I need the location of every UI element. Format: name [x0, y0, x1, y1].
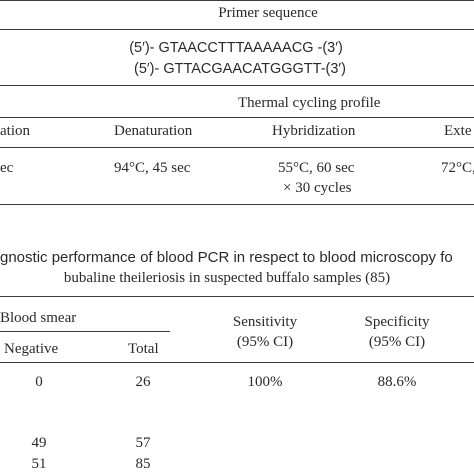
specificity-ci-header: (95% CI): [368, 334, 426, 350]
value-partial-left: ec: [0, 160, 14, 176]
row3-total: 85: [135, 456, 151, 472]
table-caption-line1: gnostic performance of blood PCR in resp…: [0, 249, 453, 266]
thermal-cycling-header: Thermal cycling profile: [238, 95, 381, 111]
column-header-hybridization: Hybridization: [272, 123, 356, 139]
sensitivity-ci-header: (95% CI): [236, 334, 294, 350]
value-extension-partial: 72°C,: [441, 160, 474, 176]
bottom-header-rule: [0, 362, 474, 363]
top-table-bottom-rule: [0, 204, 474, 205]
table-caption-line2: bubaline theileriosis in suspected buffa…: [63, 270, 391, 286]
row1-negative: 0: [35, 374, 43, 390]
row1-specificity: 88.6%: [377, 374, 417, 390]
primer-section-bottom-rule: [0, 85, 474, 86]
row1-total: 26: [135, 374, 151, 390]
value-denaturation: 94°C, 45 sec: [114, 160, 191, 176]
column-header-partial-left: ation: [0, 123, 30, 139]
primer-reverse: (5′)- GTTACGAACATGGGTT-(3′): [134, 61, 346, 77]
column-header-extension-partial: Exte: [444, 123, 472, 139]
specificity-header: Specificity: [364, 314, 430, 330]
total-header: Total: [128, 341, 159, 357]
row2-total: 57: [135, 435, 151, 451]
negative-header: Negative: [4, 341, 59, 357]
caption-rule: [0, 296, 474, 297]
column-header-rule: [0, 147, 474, 148]
value-hybridization-cycles: × 30 cycles: [283, 180, 352, 196]
top-border-rule: [0, 0, 474, 1]
row3-negative: 51: [31, 456, 47, 472]
blood-smear-header: Blood smear: [0, 310, 77, 326]
row2-negative: 49: [31, 435, 47, 451]
primer-sequence-header: Primer sequence: [218, 5, 318, 21]
blood-smear-underline: [0, 331, 170, 332]
column-header-denaturation: Denaturation: [114, 123, 193, 139]
row1-sensitivity: 100%: [247, 374, 283, 390]
thermal-header-rule: [0, 117, 474, 118]
sensitivity-header: Sensitivity: [232, 314, 298, 330]
primer-forward: (5′)- GTAACCTTTAAAAACG -(3′): [129, 40, 343, 56]
value-hybridization-time: 55°C, 60 sec: [278, 160, 355, 176]
primer-header-rule: [0, 29, 474, 30]
